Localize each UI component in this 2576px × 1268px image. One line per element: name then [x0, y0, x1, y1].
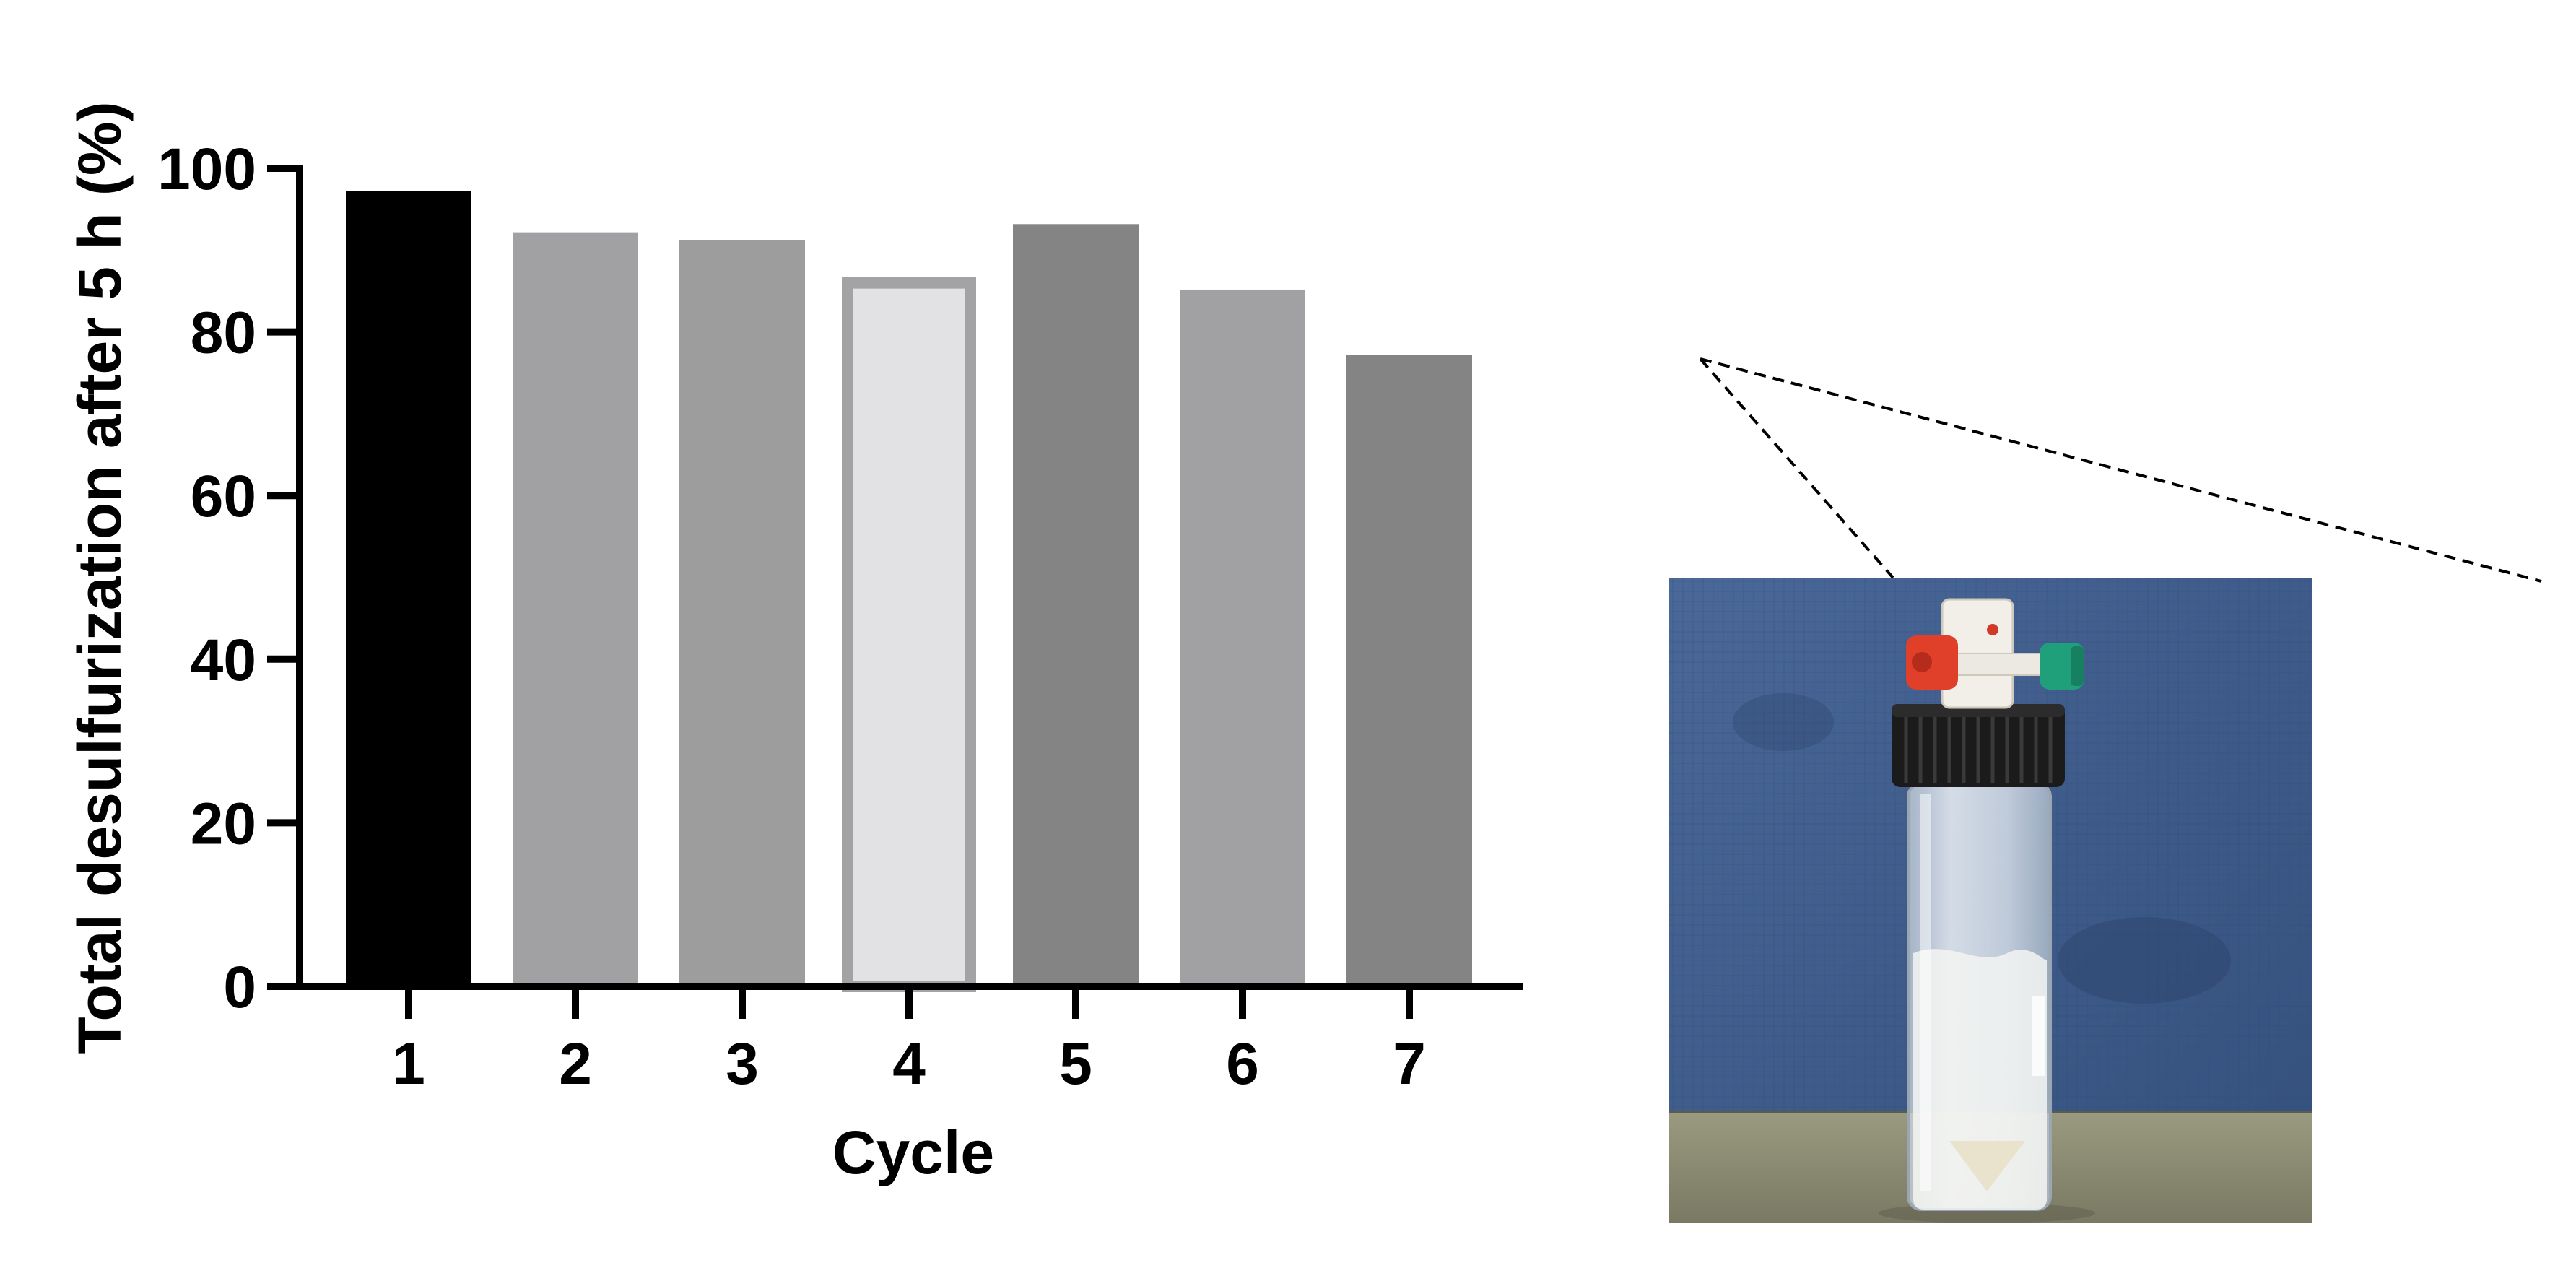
bar-cycle-7: [1346, 355, 1472, 988]
bar-cycle-5: [1013, 224, 1139, 988]
bar-chart: 0 20 40 60 80 100 1 2 3 4 5 6 7 Cycle Total desulfu…: [66, 101, 1523, 1186]
x-tick-label: 2: [559, 1031, 592, 1097]
x-tick-label: 5: [1059, 1031, 1092, 1097]
bar-cycle-1: [346, 191, 471, 988]
red-valve-knob: [1906, 635, 1958, 690]
bar-cycle-4: [842, 277, 976, 992]
y-tick-label: 20: [191, 791, 256, 856]
x-tick-label: 1: [392, 1031, 425, 1097]
x-tick-label: 4: [892, 1031, 926, 1097]
x-tick-label: 7: [1393, 1031, 1426, 1097]
x-axis-label: Cycle: [832, 1119, 994, 1186]
x-tick-label: 6: [1226, 1031, 1259, 1097]
zoom-line-upper-right: [1700, 357, 2542, 583]
y-tick-label: 60: [191, 464, 256, 529]
y-tick-label: 0: [223, 955, 256, 1020]
bar-cycle-3: [679, 240, 805, 989]
y-tick-label: 40: [191, 628, 256, 693]
glass-vial: [1879, 782, 2095, 1223]
stopcock-valve: [1906, 598, 2084, 709]
x-tick-label: 3: [726, 1031, 759, 1097]
y-axis-label: Total desulfurization after 5 h (%): [66, 101, 134, 1054]
x-ticks-group: 1 2 3 4 5 6 7: [392, 986, 1426, 1097]
black-screw-cap: [1892, 704, 2065, 787]
vial-photo: [1669, 578, 2312, 1223]
bars-group: [346, 191, 1472, 992]
y-ticks-group: 0 20 40 60 80 100: [157, 136, 300, 1020]
bar-cycle-6: [1180, 289, 1305, 988]
y-tick-label: 100: [157, 136, 256, 202]
zoom-line-upper-left: [1699, 357, 1894, 579]
bar-cycle-2: [513, 232, 638, 988]
y-tick-label: 80: [191, 300, 256, 366]
